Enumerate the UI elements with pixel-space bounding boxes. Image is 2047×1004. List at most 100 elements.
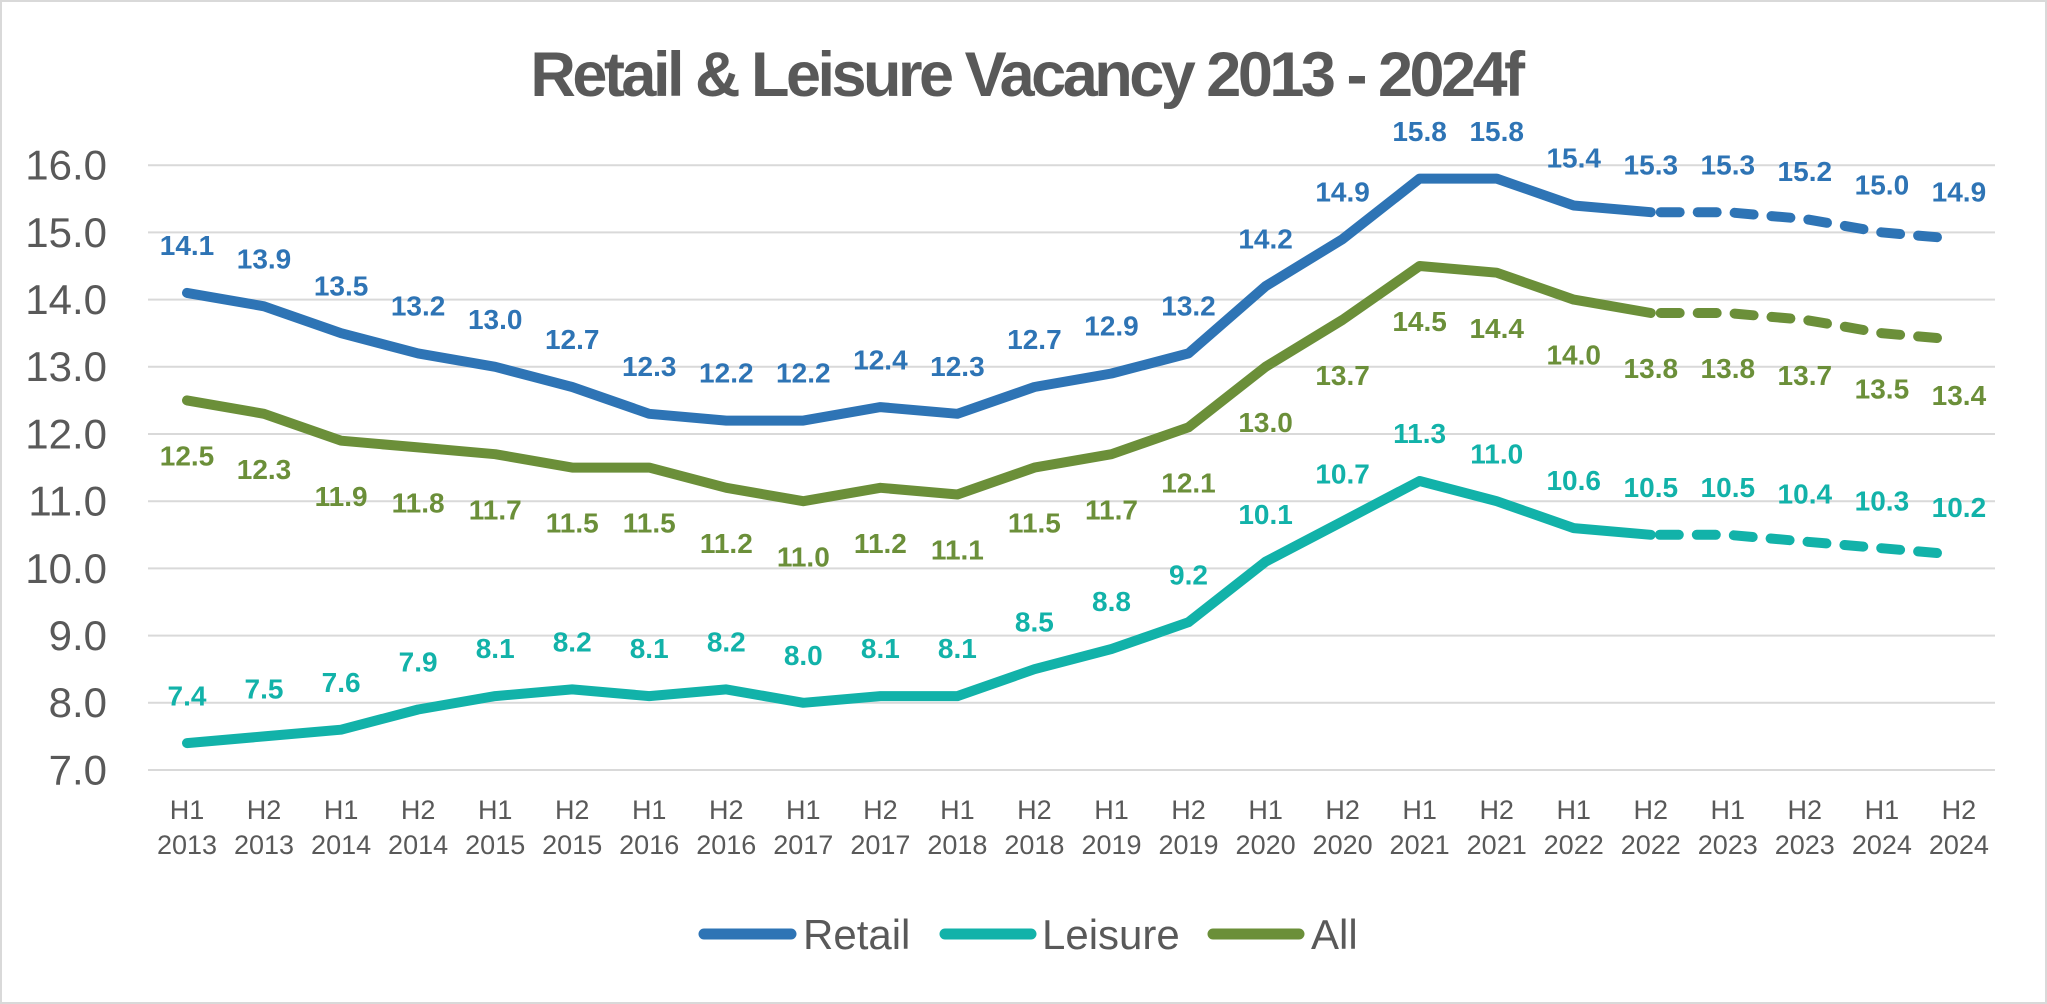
svg-text:11.2: 11.2 — [854, 528, 907, 559]
svg-text:2013: 2013 — [157, 830, 217, 860]
svg-text:8.2: 8.2 — [707, 627, 746, 658]
svg-text:12.1: 12.1 — [1161, 467, 1216, 498]
svg-text:13.7: 13.7 — [1315, 360, 1370, 391]
svg-text:12.2: 12.2 — [699, 358, 754, 389]
svg-text:13.8: 13.8 — [1701, 353, 1756, 384]
svg-text:2016: 2016 — [619, 830, 679, 860]
svg-text:2015: 2015 — [465, 830, 525, 860]
svg-text:2023: 2023 — [1775, 830, 1835, 860]
svg-text:Retail & Leisure Vacancy 2013: Retail & Leisure Vacancy 2013 - 2024f — [530, 40, 1526, 110]
svg-text:10.6: 10.6 — [1546, 465, 1601, 496]
svg-text:10.7: 10.7 — [1315, 459, 1370, 490]
svg-text:11.0: 11.0 — [1470, 438, 1523, 469]
svg-text:2019: 2019 — [1081, 830, 1141, 860]
svg-text:2013: 2013 — [234, 830, 294, 860]
svg-text:8.8: 8.8 — [1092, 586, 1131, 617]
svg-text:Retail: Retail — [803, 911, 910, 958]
svg-text:11.7: 11.7 — [1085, 494, 1138, 525]
svg-text:H2: H2 — [709, 795, 744, 825]
svg-text:2024: 2024 — [1929, 830, 1989, 860]
svg-text:15.3: 15.3 — [1624, 149, 1679, 180]
svg-text:10.3: 10.3 — [1855, 485, 1910, 516]
svg-text:2024: 2024 — [1852, 830, 1912, 860]
svg-text:12.4: 12.4 — [853, 344, 908, 375]
svg-text:13.8: 13.8 — [1624, 353, 1679, 384]
svg-text:H2: H2 — [1942, 795, 1977, 825]
svg-text:H2: H2 — [1017, 795, 1052, 825]
svg-text:13.9: 13.9 — [237, 244, 292, 275]
svg-text:13.5: 13.5 — [1855, 373, 1910, 404]
svg-text:2014: 2014 — [388, 830, 448, 860]
svg-text:H1: H1 — [478, 795, 513, 825]
svg-text:13.0: 13.0 — [1238, 407, 1293, 438]
svg-text:11.9: 11.9 — [315, 481, 368, 512]
svg-text:H1: H1 — [170, 795, 205, 825]
svg-text:11.7: 11.7 — [469, 494, 522, 525]
svg-text:13.2: 13.2 — [391, 291, 446, 322]
svg-text:2018: 2018 — [1004, 830, 1064, 860]
svg-text:2018: 2018 — [927, 830, 987, 860]
svg-text:Leisure: Leisure — [1042, 911, 1180, 958]
svg-text:11.5: 11.5 — [546, 508, 599, 539]
svg-text:H2: H2 — [247, 795, 282, 825]
svg-text:2017: 2017 — [850, 830, 910, 860]
svg-text:H2: H2 — [863, 795, 898, 825]
svg-text:12.7: 12.7 — [1007, 324, 1062, 355]
svg-text:15.8: 15.8 — [1392, 116, 1447, 147]
svg-text:8.1: 8.1 — [861, 633, 900, 664]
svg-text:8.1: 8.1 — [476, 633, 515, 664]
svg-text:2015: 2015 — [542, 830, 602, 860]
svg-text:H2: H2 — [1788, 795, 1823, 825]
svg-text:2020: 2020 — [1313, 830, 1373, 860]
svg-text:H1: H1 — [632, 795, 667, 825]
svg-text:14.1: 14.1 — [160, 230, 215, 261]
svg-text:2023: 2023 — [1698, 830, 1758, 860]
svg-text:12.5: 12.5 — [160, 441, 215, 472]
svg-text:11.0: 11.0 — [777, 541, 830, 572]
svg-text:15.3: 15.3 — [1701, 149, 1756, 180]
svg-text:10.4: 10.4 — [1778, 479, 1833, 510]
svg-text:11.5: 11.5 — [623, 508, 676, 539]
svg-text:12.3: 12.3 — [237, 454, 292, 485]
svg-text:12.0: 12.0 — [25, 410, 107, 457]
svg-text:15.2: 15.2 — [1778, 156, 1833, 187]
svg-text:12.3: 12.3 — [930, 351, 985, 382]
svg-text:2016: 2016 — [696, 830, 756, 860]
svg-text:14.5: 14.5 — [1392, 306, 1447, 337]
svg-text:14.2: 14.2 — [1238, 223, 1293, 254]
svg-text:12.7: 12.7 — [545, 324, 600, 355]
svg-text:2021: 2021 — [1467, 830, 1527, 860]
svg-text:15.0: 15.0 — [25, 209, 107, 256]
svg-text:10.1: 10.1 — [1238, 499, 1293, 530]
svg-text:11.5: 11.5 — [1008, 508, 1061, 539]
svg-text:13.7: 13.7 — [1778, 360, 1833, 391]
svg-text:2014: 2014 — [311, 830, 371, 860]
svg-text:11.8: 11.8 — [392, 488, 445, 519]
svg-text:10.5: 10.5 — [1624, 472, 1679, 503]
svg-text:13.5: 13.5 — [314, 270, 369, 301]
svg-text:10.5: 10.5 — [1701, 472, 1756, 503]
svg-text:H1: H1 — [1248, 795, 1283, 825]
svg-text:H1: H1 — [1865, 795, 1900, 825]
svg-text:11.3: 11.3 — [1393, 418, 1446, 449]
svg-text:16.0: 16.0 — [25, 142, 107, 189]
svg-text:13.0: 13.0 — [468, 304, 523, 335]
svg-text:8.0: 8.0 — [49, 679, 107, 726]
svg-text:8.0: 8.0 — [784, 640, 823, 671]
svg-text:H2: H2 — [1479, 795, 1514, 825]
svg-text:2017: 2017 — [773, 830, 833, 860]
svg-text:8.1: 8.1 — [630, 633, 669, 664]
svg-text:7.4: 7.4 — [168, 680, 207, 711]
svg-text:11.1: 11.1 — [931, 535, 984, 566]
svg-text:10.0: 10.0 — [25, 545, 107, 592]
svg-text:11.0: 11.0 — [28, 478, 107, 525]
svg-text:14.9: 14.9 — [1315, 176, 1370, 207]
svg-text:12.3: 12.3 — [622, 351, 677, 382]
svg-text:7.5: 7.5 — [245, 674, 284, 705]
svg-text:7.0: 7.0 — [49, 746, 107, 793]
svg-text:2021: 2021 — [1390, 830, 1450, 860]
svg-text:10.2: 10.2 — [1932, 492, 1987, 523]
svg-text:All: All — [1311, 911, 1358, 958]
svg-text:H2: H2 — [1634, 795, 1669, 825]
svg-text:H1: H1 — [940, 795, 975, 825]
